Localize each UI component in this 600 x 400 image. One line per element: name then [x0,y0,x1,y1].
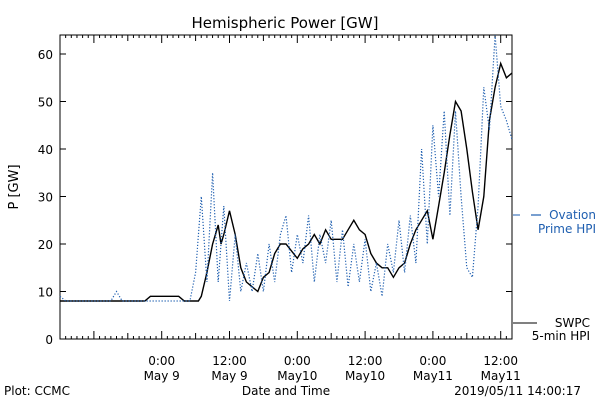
x-tick-date-label: May 9 [144,369,180,383]
y-tick-label: 30 [38,191,53,205]
x-tick-date-label: May11 [413,369,453,383]
x-tick-date-label: May11 [481,369,521,383]
x-axis-label: Date and Time [242,384,330,398]
series-layer [59,34,513,302]
y-tick-label: 0 [45,333,53,347]
x-tick-label: 0:00 [419,354,446,368]
x-tick-label: 12:00 [483,354,518,368]
x-tick-label: 12:00 [212,354,247,368]
x-tick-date-label: May10 [277,369,317,383]
plot-frame [59,34,513,340]
legend-swpc-label-line2: 5-min HPI [532,329,590,343]
x-tick-date-label: May 9 [211,369,247,383]
plot-timestamp: 2019/05/11 14:00:17 [454,384,581,398]
y-axis: 0 10 20 30 40 50 60 [38,48,512,347]
plot-credit: Plot: CCMC [4,384,70,398]
y-tick-label: 50 [38,96,53,110]
x-tick-date-label: May10 [345,369,385,383]
y-tick-label: 60 [38,48,53,62]
legend-ovation-label-line2: Prime HPI [538,222,596,236]
chart-title: Hemispheric Power [GW] [192,14,379,32]
x-tick-label: 0:00 [148,354,175,368]
y-axis-label: P [GW] [7,164,22,209]
legend-swpc-label-line1: SWPC [555,316,590,330]
y-tick-label: 10 [38,286,53,300]
ovation-prime-hpi-line [59,34,513,302]
y-tick-label: 40 [38,143,53,157]
x-tick-label: 0:00 [284,354,311,368]
swpc-hpi-line [60,61,513,302]
legend-ovation-label-line1: Ovation [549,208,596,222]
y-tick-label: 20 [38,238,53,252]
x-tick-label: 12:00 [348,354,383,368]
